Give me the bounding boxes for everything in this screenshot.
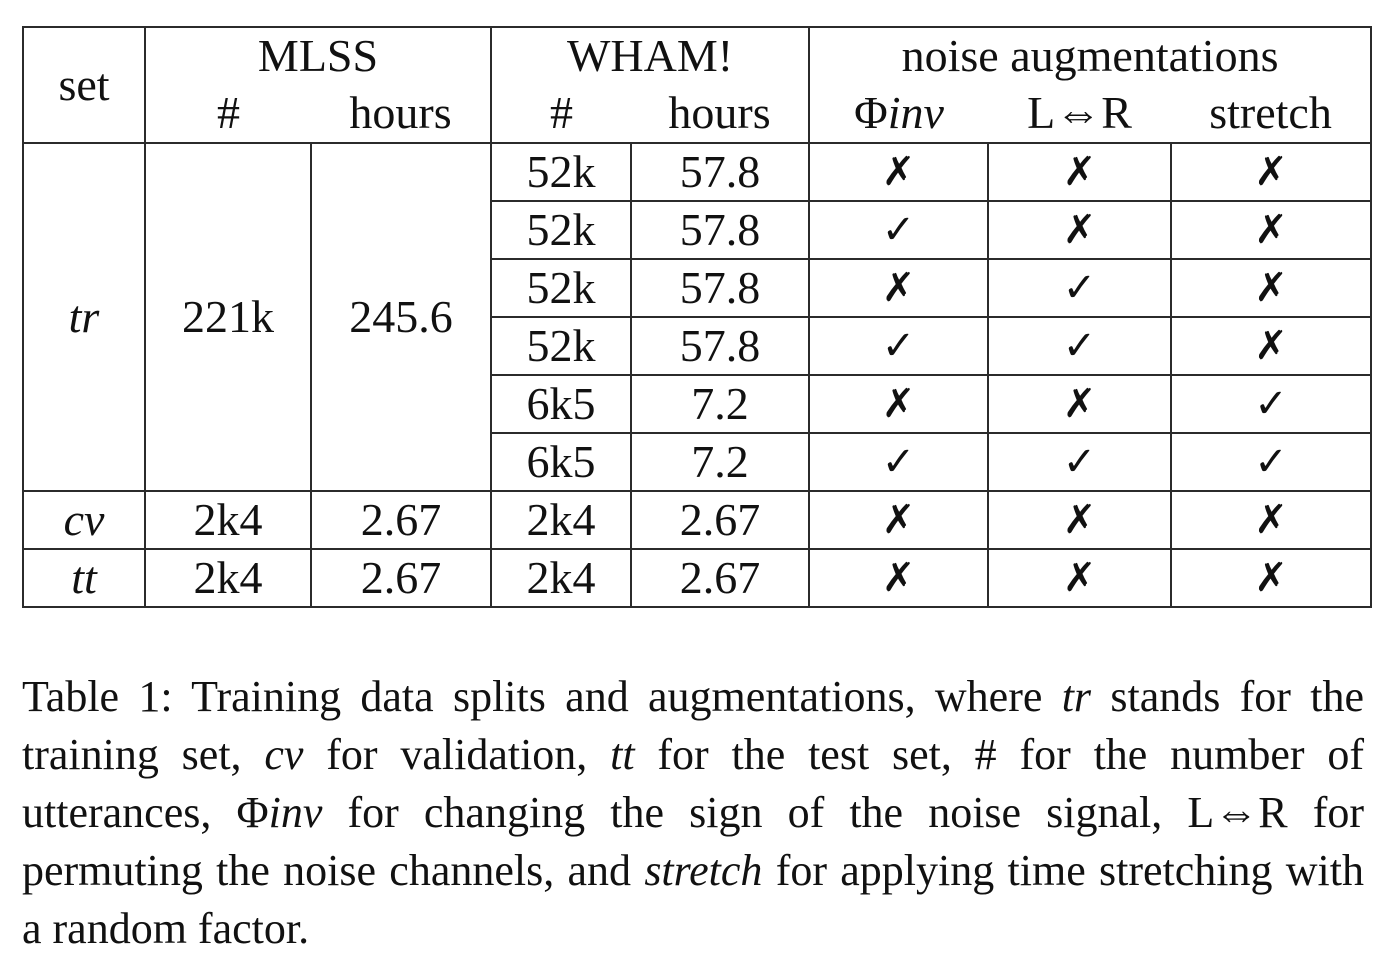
mlss-hours-tt: 2.67 — [309, 548, 493, 608]
table-row: 6k5 7.2 ✓ ✓ ✓ — [23, 432, 1373, 492]
wham-hours-tt: 2.67 — [630, 548, 811, 608]
header-lr: L⇔R — [988, 84, 1172, 144]
caption-cv: cv — [264, 730, 304, 779]
header-set: set — [22, 26, 146, 144]
caption-stretch: stretch — [644, 846, 763, 895]
phi-inv-mark: ✗ — [808, 548, 990, 608]
table-row: 52k 57.8 ✗ ✓ ✗ — [23, 258, 1373, 318]
phi-inv-mark: ✓ — [808, 200, 990, 260]
caption-phi-symbol: Φ — [236, 788, 269, 837]
stretch-mark: ✗ — [1170, 490, 1373, 550]
caption-tr: tr — [1061, 672, 1092, 721]
wham-hours: 7.2 — [630, 374, 811, 434]
stretch-mark: ✓ — [1170, 432, 1373, 492]
caption-text: stands for the training set, — [22, 672, 1364, 779]
caption-phi-inv: inv — [268, 788, 323, 837]
wham-count-tt: 2k4 — [490, 548, 633, 608]
lr-mark: ✓ — [987, 432, 1173, 492]
phi-inv-mark: ✗ — [808, 490, 990, 550]
data-splits-table: set MLSS WHAM! noise augmentations # hou… — [22, 26, 1373, 608]
header-row-1: set MLSS WHAM! noise augmentations — [22, 26, 1373, 144]
mlss-count-cv: 2k4 — [144, 490, 312, 550]
table-row: 52k 57.8 ✓ ✓ ✗ — [23, 316, 1373, 376]
wham-hours: 57.8 — [630, 316, 811, 376]
stretch-mark: ✗ — [1170, 200, 1373, 260]
header-mlss: MLSS — [143, 26, 493, 84]
mlss-hours-cv: 2.67 — [309, 490, 493, 550]
caption-text: for the test set, # for the number of ut… — [22, 730, 1365, 837]
stretch-mark: ✓ — [1170, 374, 1373, 434]
caption-text: for changing the sign of the noise signa… — [22, 788, 1365, 895]
caption-text: Table 1: Training data splits and augmen… — [22, 672, 1062, 721]
lr-mark: ✗ — [987, 142, 1173, 202]
mlss-hours-tr: 245.6 — [309, 142, 493, 492]
phi-inv-mark: ✗ — [808, 374, 990, 434]
lr-mark: ✗ — [987, 548, 1173, 608]
header-row-2: # hours # hours Φinv L⇔R stretch — [23, 84, 1373, 144]
mlss-count-tt: 2k4 — [144, 548, 312, 608]
wham-hours: 57.8 — [630, 200, 811, 260]
header-noise-augmentations: noise augmentations — [808, 26, 1373, 84]
table-row: tr 221k 245.6 52k 57.8 ✗ ✗ ✗ — [22, 142, 1373, 492]
stretch-mark: ✗ — [1170, 142, 1373, 202]
phi-symbol: Φ — [854, 87, 888, 138]
header-stretch: stretch — [1171, 84, 1373, 144]
wham-count: 52k — [490, 258, 633, 318]
phi-inv-mark: ✗ — [808, 142, 990, 202]
wham-count: 52k — [490, 200, 633, 260]
wham-hours-cv: 2.67 — [630, 490, 811, 550]
header-wham-hours: hours — [631, 84, 811, 144]
wham-count: 6k5 — [490, 432, 633, 492]
header-wham: WHAM! — [490, 26, 811, 84]
set-tr: tr — [22, 142, 146, 492]
set-tt: tt — [22, 548, 146, 608]
wham-count: 52k — [490, 142, 633, 202]
lr-mark: ✗ — [987, 200, 1173, 260]
caption-text: for validation, — [303, 730, 611, 779]
stretch-mark: ✗ — [1170, 548, 1373, 608]
caption-text: for applying time stretching with a rand… — [22, 846, 1365, 953]
header-mlss-count: # — [144, 84, 311, 144]
table-row-cv: cv 2k4 2.67 2k4 2.67 ✗ ✗ ✗ — [22, 490, 1373, 550]
wham-hours: 7.2 — [630, 432, 811, 492]
wham-count: 52k — [490, 316, 633, 376]
table-row-tt: tt 2k4 2.67 2k4 2.67 ✗ ✗ ✗ — [22, 548, 1373, 608]
set-cv: cv — [22, 490, 146, 550]
lr-mark: ✗ — [987, 374, 1173, 434]
wham-count-cv: 2k4 — [490, 490, 633, 550]
header-phi-inv: Φinv — [808, 84, 989, 144]
wham-count: 6k5 — [490, 374, 633, 434]
wham-hours: 57.8 — [630, 258, 811, 318]
table-row: 52k 57.8 ✓ ✗ ✗ — [23, 200, 1373, 260]
lr-mark: ✓ — [987, 258, 1173, 318]
table-caption: Table 1: Training data splits and augmen… — [22, 668, 1364, 958]
stretch-mark: ✗ — [1170, 258, 1373, 318]
caption-tt: tt — [610, 730, 635, 779]
header-mlss-hours: hours — [311, 84, 493, 144]
phi-inv-text: inv — [887, 87, 944, 138]
mlss-count-tr: 221k — [144, 142, 312, 492]
phi-inv-mark: ✓ — [808, 432, 990, 492]
lr-mark: ✓ — [987, 316, 1173, 376]
header-wham-count: # — [490, 84, 632, 144]
lr-mark: ✗ — [987, 490, 1173, 550]
phi-inv-mark: ✗ — [808, 258, 990, 318]
wham-hours: 57.8 — [630, 142, 811, 202]
stretch-mark: ✗ — [1170, 316, 1373, 376]
table-row: 6k5 7.2 ✗ ✗ ✓ — [23, 374, 1373, 434]
phi-inv-mark: ✓ — [808, 316, 990, 376]
